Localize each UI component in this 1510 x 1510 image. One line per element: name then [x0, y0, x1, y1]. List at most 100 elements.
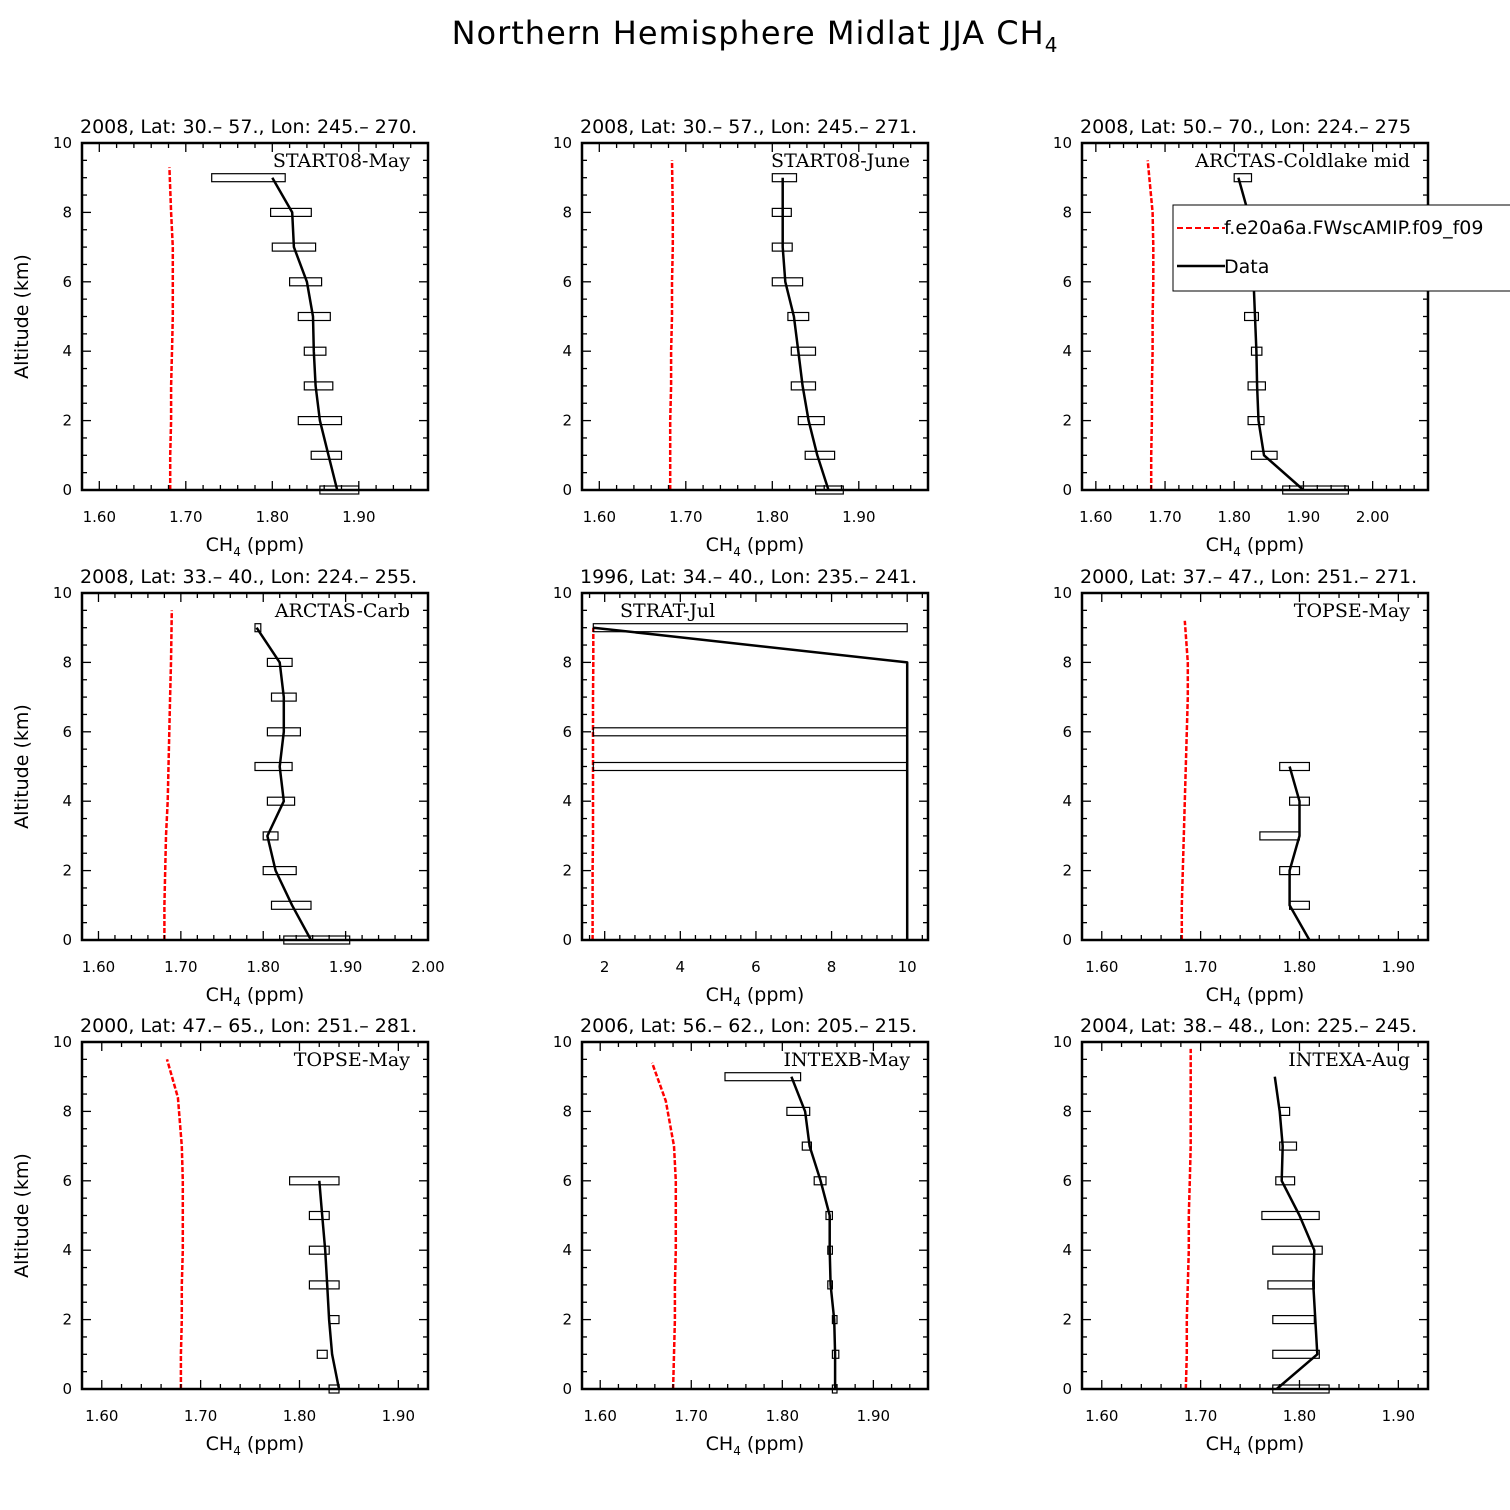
data-range-box	[801, 1141, 812, 1151]
data-range-box	[310, 450, 343, 460]
panel-4: 2008, Lat: 33.– 40., Lon: 224.– 255. 1.60…	[11, 566, 445, 1009]
x-tick-label: 4	[676, 958, 686, 976]
data-range-box	[771, 173, 798, 183]
model-profile-line	[1180, 620, 1190, 940]
y-tick-label: 4	[1062, 342, 1072, 360]
panel-8: 2006, Lat: 56.– 62., Lon: 205.– 215. 1.60…	[553, 1015, 930, 1458]
panel-annotation: START08-May	[273, 150, 410, 172]
x-axis-label: CH4 (ppm)	[1206, 534, 1305, 559]
data-profile-line	[781, 177, 830, 491]
axes-frame	[80, 141, 430, 492]
y-tick-label: 6	[62, 273, 72, 291]
data-range-box	[592, 623, 908, 633]
y-tick-label: 10	[553, 1033, 572, 1051]
panel-annotation: STRAT-Jul	[620, 600, 715, 622]
x-tick-label: 1.60	[83, 508, 116, 526]
x-tick-label: 1.60	[82, 958, 115, 976]
y-tick-label: 6	[1062, 273, 1072, 291]
y-tick-label: 2	[1062, 412, 1072, 430]
data-range-box	[262, 865, 297, 876]
y-tick-label: 8	[562, 1102, 572, 1120]
model-profile-line	[1184, 1048, 1192, 1390]
data-range-box	[316, 1349, 328, 1359]
panel-annotation: TOPSE-May	[294, 1049, 410, 1071]
y-tick-label: 0	[62, 931, 72, 949]
y-tick-label: 4	[62, 342, 72, 360]
x-tick-label: 1.70	[164, 958, 197, 976]
y-tick-label: 2	[562, 1311, 572, 1329]
x-tick-label: 1.80	[256, 508, 289, 526]
x-tick-label: 1.60	[85, 1407, 118, 1425]
x-tick-label: 1.60	[1079, 508, 1112, 526]
data-profile-line	[318, 1180, 341, 1390]
panel-1: 2008, Lat: 30.– 57., Lon: 245.– 270. 1.60…	[11, 116, 430, 559]
panel-title: 2000, Lat: 37.– 47., Lon: 251.– 271.	[1080, 566, 1417, 588]
data-range-box	[787, 311, 810, 322]
panel-annotation: INTEXA-Aug	[1288, 1049, 1410, 1071]
y-tick-label: 6	[62, 723, 72, 741]
data-range-box	[308, 1280, 340, 1290]
x-axis-label: CH4 (ppm)	[206, 534, 305, 559]
data-range-box	[592, 727, 908, 737]
panel-6: 2000, Lat: 37.– 47., Lon: 251.– 271. 1.60…	[1053, 566, 1430, 1009]
y-tick-label: 4	[562, 792, 572, 810]
x-tick-label: 1.80	[756, 508, 789, 526]
data-range-box	[1247, 416, 1265, 426]
y-tick-label: 2	[62, 862, 72, 880]
x-tick-label: 1.60	[1085, 1407, 1118, 1425]
data-range-box	[1267, 1280, 1316, 1290]
data-profile-line	[790, 1076, 837, 1389]
x-tick-label: 1.90	[329, 958, 362, 976]
panel-annotation: TOPSE-May	[1294, 600, 1410, 622]
y-tick-label: 4	[62, 792, 72, 810]
x-tick-label: 1.70	[669, 508, 702, 526]
legend: f.e20a6a.FWscAMIP.f09_f09 Data	[1172, 204, 1510, 292]
y-tick-label: 10	[553, 134, 572, 152]
data-range-box	[303, 381, 334, 391]
data-range-box	[289, 1176, 340, 1186]
data-range-box	[211, 173, 286, 183]
data-range-box	[786, 1106, 811, 1117]
panels: 2008, Lat: 30.– 57., Lon: 245.– 270. 1.60…	[11, 116, 1430, 1458]
data-range-box	[1279, 761, 1310, 772]
data-profile-line	[1288, 766, 1311, 941]
y-tick-label: 0	[562, 1380, 572, 1398]
x-axis-label: CH4 (ppm)	[1206, 984, 1305, 1009]
y-tick-label: 4	[562, 1241, 572, 1259]
x-axis-label: CH4 (ppm)	[706, 1433, 805, 1458]
y-tick-label: 6	[562, 273, 572, 291]
x-tick-label: 1.70	[169, 508, 202, 526]
y-tick-label: 10	[1053, 584, 1072, 602]
x-tick-label: 1.70	[675, 1407, 708, 1425]
y-tick-label: 8	[562, 653, 572, 671]
data-range-box	[308, 1210, 330, 1221]
legend-model-label: f.e20a6a.FWscAMIP.f09_f09	[1224, 217, 1483, 239]
x-tick-label: 1.60	[1085, 958, 1118, 976]
panel-2: 2008, Lat: 30.– 57., Lon: 245.– 271. 1.60…	[553, 116, 930, 559]
y-tick-label: 6	[1062, 1172, 1072, 1190]
x-tick-label: 1.70	[1184, 958, 1217, 976]
x-tick-label: 8	[827, 958, 837, 976]
axes-frame	[80, 1040, 430, 1391]
axes-frame	[1080, 591, 1430, 942]
data-range-box	[308, 1245, 330, 1255]
y-tick-label: 8	[62, 1102, 72, 1120]
y-tick-label: 8	[62, 203, 72, 221]
y-tick-label: 10	[553, 584, 572, 602]
x-tick-label: 1.80	[766, 1407, 799, 1425]
data-range-box	[790, 346, 817, 356]
y-tick-label: 4	[1062, 792, 1072, 810]
x-tick-label: 1.80	[1283, 958, 1316, 976]
data-range-box	[1259, 831, 1301, 841]
panel-title: 2008, Lat: 30.– 57., Lon: 245.– 270.	[80, 116, 417, 138]
y-tick-label: 0	[562, 481, 572, 499]
model-profile-line	[163, 610, 174, 940]
y-tick-label: 2	[62, 412, 72, 430]
model-profile-line	[1146, 160, 1155, 490]
panel-annotation: ARCTAS-Coldlake mid	[1194, 150, 1410, 172]
panel-title: 2004, Lat: 38.– 48., Lon: 225.– 245.	[1080, 1015, 1417, 1037]
figure-title-main: Northern Hemisphere Midlat JJA CH	[452, 14, 1045, 52]
y-tick-label: 4	[1062, 1241, 1072, 1259]
data-range-box	[1272, 1349, 1320, 1359]
panel-3: 2008, Lat: 50.– 70., Lon: 224.– 275 1.60 1…	[1053, 116, 1430, 559]
